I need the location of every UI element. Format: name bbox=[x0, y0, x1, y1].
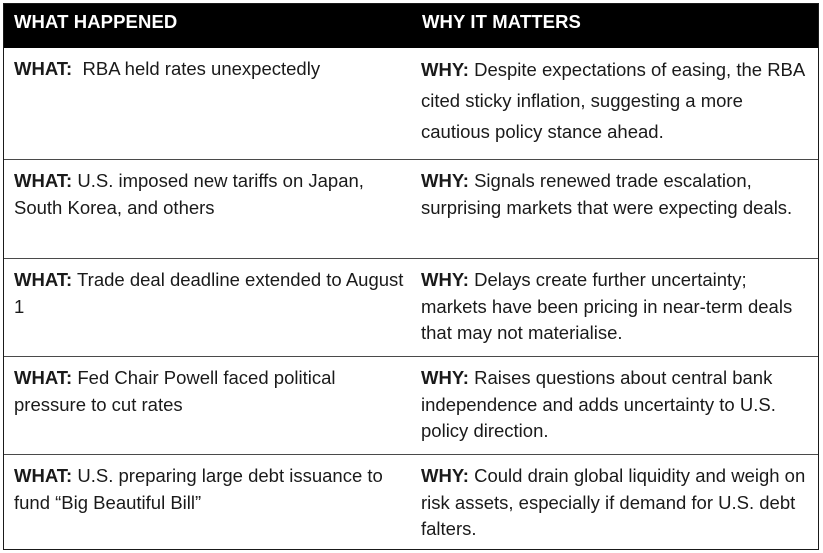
table-row: WHAT: U.S. preparing large debt issuance… bbox=[4, 454, 818, 550]
why-label: WHY: bbox=[421, 59, 469, 80]
why-cell: WHY: Could drain global liquidity and we… bbox=[421, 463, 816, 543]
what-why-table: WHAT HAPPENED WHY IT MATTERS WHAT: RBA h… bbox=[3, 3, 819, 550]
table-row: WHAT: Fed Chair Powell faced political p… bbox=[4, 356, 818, 455]
what-text: U.S. preparing large debt issuance to fu… bbox=[14, 465, 383, 513]
what-text: U.S. imposed new tariffs on Japan, South… bbox=[14, 170, 364, 218]
why-label: WHY: bbox=[421, 269, 469, 290]
why-cell: WHY: Signals renewed trade escalation, s… bbox=[421, 168, 816, 221]
what-cell: WHAT: Trade deal deadline extended to Au… bbox=[14, 267, 406, 320]
why-label: WHY: bbox=[421, 367, 469, 388]
why-text: Signals renewed trade escalation, surpri… bbox=[421, 170, 793, 218]
header-what-happened: WHAT HAPPENED bbox=[14, 11, 178, 32]
why-cell: WHY: Despite expectations of easing, the… bbox=[421, 54, 816, 147]
what-text: Fed Chair Powell faced political pressur… bbox=[14, 367, 336, 415]
what-text: Trade deal deadline extended to August 1 bbox=[14, 269, 404, 317]
what-label: WHAT: bbox=[14, 58, 73, 79]
header-why-it-matters: WHY IT MATTERS bbox=[422, 11, 581, 32]
table-row: WHAT: RBA held rates unexpectedly WHY: D… bbox=[4, 48, 818, 159]
why-cell: WHY: Raises questions about central bank… bbox=[421, 365, 816, 445]
table-header: WHAT HAPPENED WHY IT MATTERS bbox=[4, 4, 818, 48]
what-label: WHAT: bbox=[14, 465, 73, 486]
what-label: WHAT: bbox=[14, 269, 73, 290]
why-text: Could drain global liquidity and weigh o… bbox=[421, 465, 806, 539]
what-cell: WHAT: U.S. imposed new tariffs on Japan,… bbox=[14, 168, 406, 221]
why-cell: WHY: Delays create further uncertainty; … bbox=[421, 267, 816, 347]
what-cell: WHAT: Fed Chair Powell faced political p… bbox=[14, 365, 406, 418]
what-label: WHAT: bbox=[14, 367, 73, 388]
what-cell: WHAT: U.S. preparing large debt issuance… bbox=[14, 463, 406, 516]
what-label: WHAT: bbox=[14, 170, 73, 191]
why-text: Despite expectations of easing, the RBA … bbox=[421, 59, 805, 142]
table-row: WHAT: U.S. imposed new tariffs on Japan,… bbox=[4, 159, 818, 259]
why-label: WHY: bbox=[421, 170, 469, 191]
why-label: WHY: bbox=[421, 465, 469, 486]
what-cell: WHAT: RBA held rates unexpectedly bbox=[14, 56, 406, 83]
table-row: WHAT: Trade deal deadline extended to Au… bbox=[4, 258, 818, 357]
what-text: RBA held rates unexpectedly bbox=[72, 58, 321, 79]
why-text: Delays create further uncertainty; marke… bbox=[421, 269, 793, 343]
why-text: Raises questions about central bank inde… bbox=[421, 367, 776, 441]
